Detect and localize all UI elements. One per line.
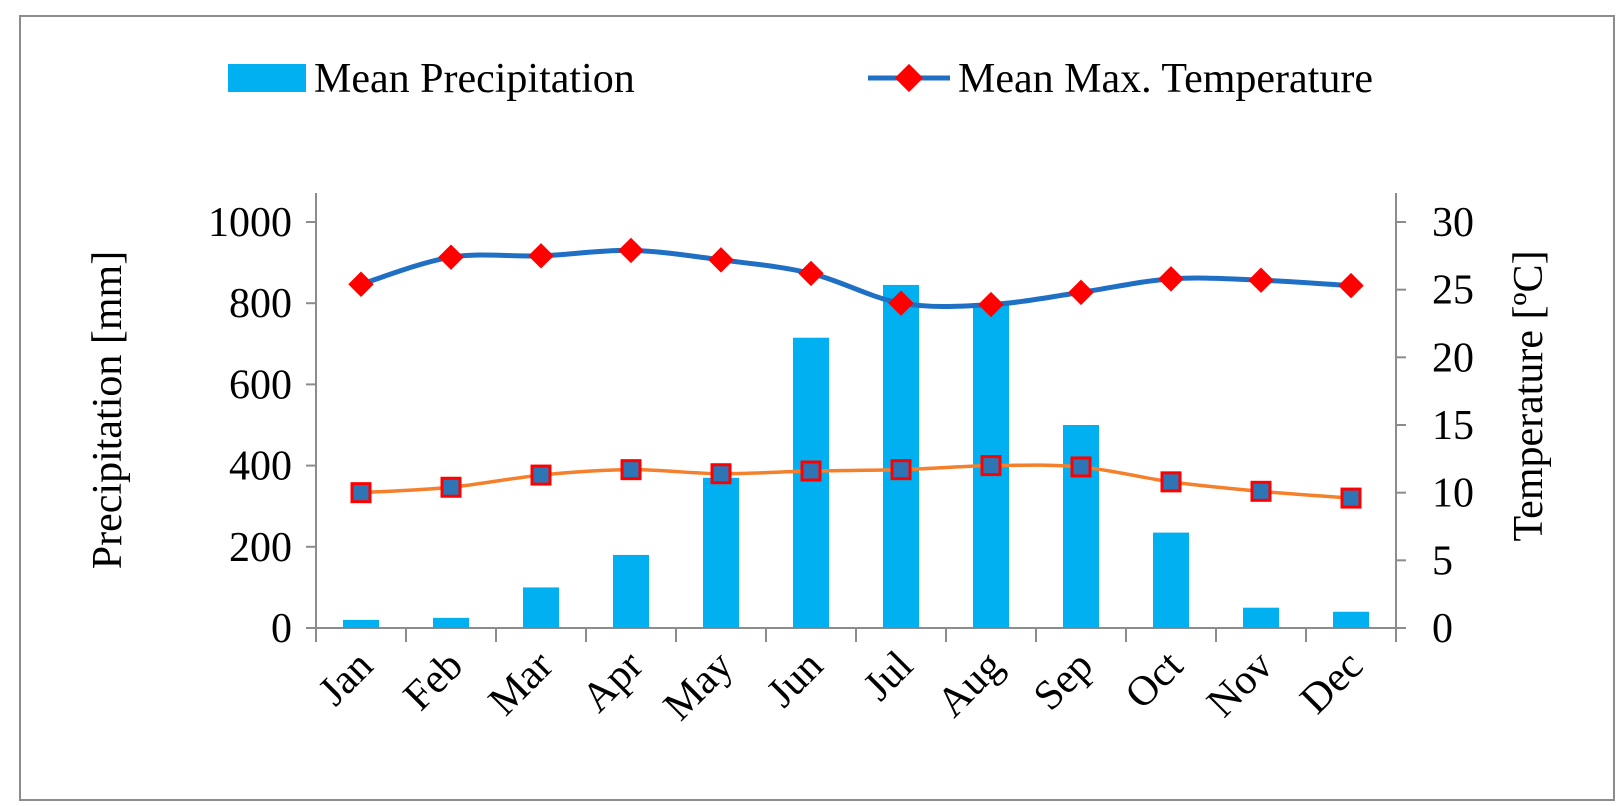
y2-axis-title: Temperature [ºC] <box>1506 250 1552 541</box>
y2-tick-label: 15 <box>1432 403 1474 449</box>
y2-tick-label: 20 <box>1432 335 1474 381</box>
data-point <box>888 290 914 316</box>
bar <box>1333 611 1369 628</box>
y-tick-label: 800 <box>229 281 292 327</box>
data-point <box>528 243 554 269</box>
data-point <box>980 455 1002 477</box>
line-series-min-temperature <box>350 455 1362 509</box>
y-axis-ticks: 0 200 400 600 800 1000 <box>208 200 316 652</box>
legend-label-precipitation: Mean Precipitation <box>314 56 635 102</box>
data-point <box>800 460 822 482</box>
bar <box>1243 607 1279 628</box>
y-axis-title: Precipitation [mm] <box>85 251 131 569</box>
bar-series-precipitation <box>343 284 1369 628</box>
data-point <box>710 463 732 485</box>
data-point <box>530 464 552 486</box>
y-tick-label: 200 <box>229 525 292 571</box>
data-point <box>1160 471 1182 493</box>
y-tick-label: 600 <box>229 362 292 408</box>
data-point <box>350 482 372 504</box>
legend-swatch-precipitation <box>228 64 306 92</box>
data-point <box>798 260 824 287</box>
y2-tick-label: 5 <box>1432 538 1453 584</box>
data-point <box>440 476 462 498</box>
y-tick-label: 400 <box>229 444 292 490</box>
y2-tick-label: 30 <box>1432 200 1474 246</box>
data-point <box>1070 456 1092 478</box>
data-point <box>618 237 644 264</box>
y2-tick-label: 0 <box>1432 606 1453 652</box>
y2-tick-label: 10 <box>1432 471 1474 517</box>
data-point <box>978 291 1004 318</box>
y-tick-label: 1000 <box>208 200 292 246</box>
data-point <box>1340 487 1362 509</box>
legend: Mean Precipitation Mean Max. Temperature <box>228 56 1373 102</box>
bar <box>793 337 829 628</box>
bar <box>433 617 469 628</box>
data-point <box>1250 480 1272 502</box>
data-point <box>890 459 912 481</box>
y2-tick-label: 25 <box>1432 268 1474 314</box>
legend-marker-temperature <box>894 63 924 93</box>
bar <box>1063 425 1099 628</box>
bar <box>343 619 379 628</box>
bar <box>523 587 559 628</box>
bar <box>1153 532 1189 628</box>
data-point <box>348 271 374 297</box>
y-tick-label: 0 <box>271 606 292 652</box>
bar <box>703 477 739 628</box>
y2-axis-ticks: 0 5 10 15 20 25 30 <box>1396 200 1474 652</box>
legend-label-temperature: Mean Max. Temperature <box>958 56 1373 102</box>
data-point <box>620 459 642 481</box>
bar <box>883 284 919 628</box>
bar <box>613 554 649 628</box>
